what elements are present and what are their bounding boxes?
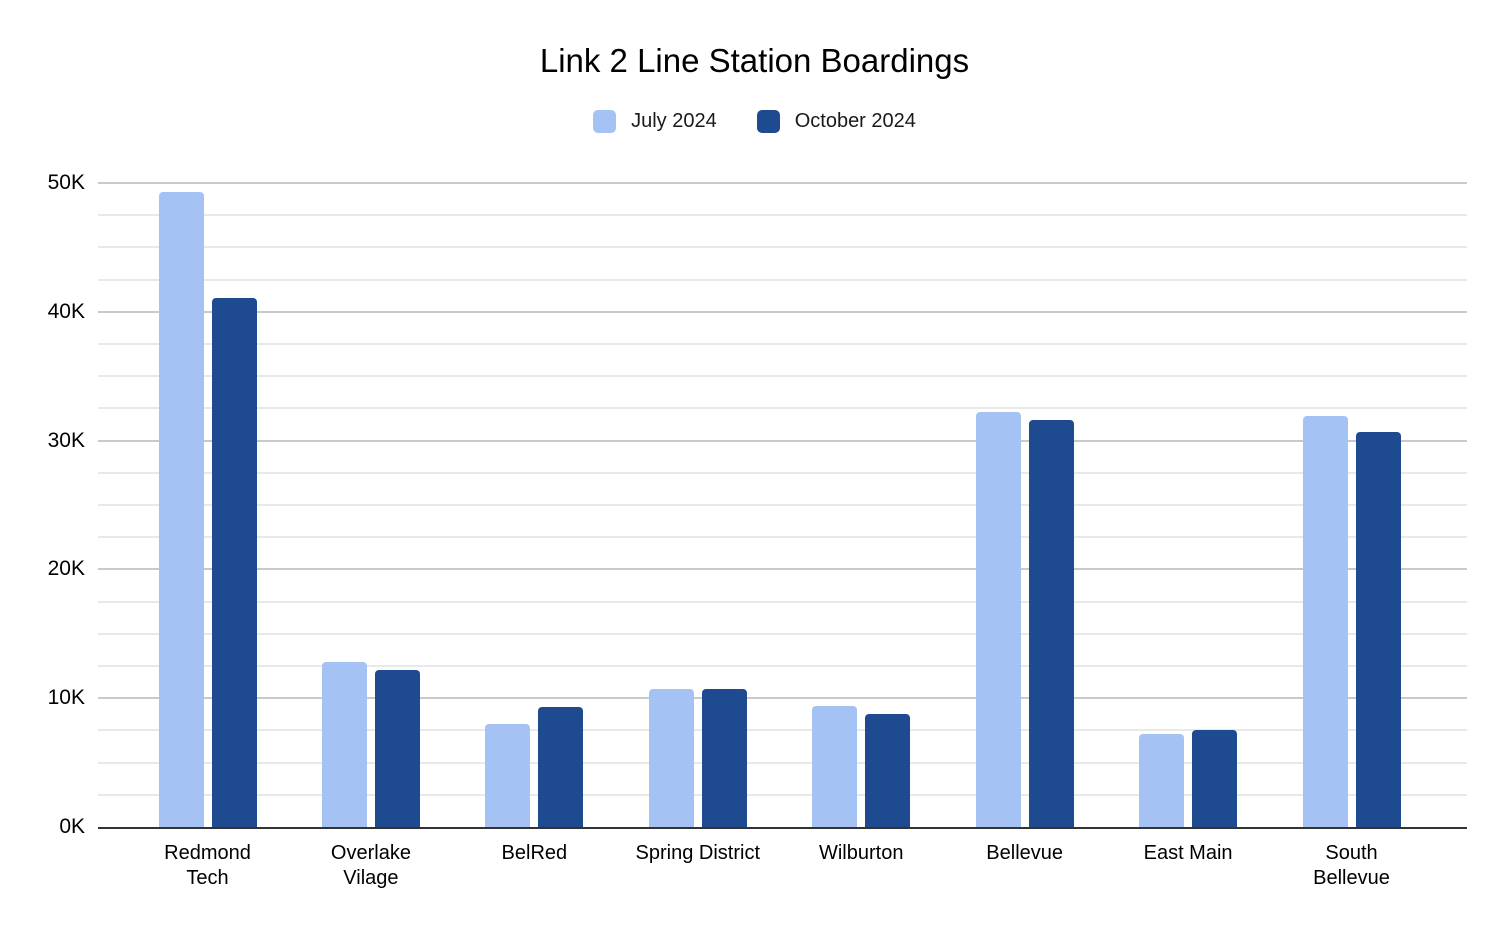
legend-item-october-2024: October 2024 <box>756 110 916 133</box>
legend-item-july-2024: July 2024 <box>593 110 717 133</box>
gridline-major-10k <box>98 697 1467 700</box>
bar-july-2024-belred <box>485 723 531 827</box>
bar-october-2024-belred <box>538 707 584 827</box>
bar-group-wilburton <box>812 705 911 827</box>
gridline-minor <box>98 793 1467 796</box>
gridline-minor <box>98 375 1467 378</box>
gridline-minor <box>98 407 1467 410</box>
gridline-minor <box>98 632 1467 635</box>
gridline-major-40k <box>98 310 1467 313</box>
bar-group-overlake-vilage <box>321 662 420 827</box>
x-label-redmond-tech: Redmond Tech <box>164 842 251 889</box>
gridline-minor <box>98 600 1467 603</box>
x-axis-baseline <box>98 827 1467 829</box>
gridline-minor <box>98 536 1467 539</box>
x-label-wilburton: Wilburton <box>818 842 904 864</box>
bar-july-2024-south-bellevue <box>1302 416 1348 827</box>
gridline-minor <box>98 504 1467 506</box>
bar-october-2024-south-bellevue <box>1355 431 1401 827</box>
gridline-minor <box>98 471 1467 474</box>
bar-october-2024-wilburton <box>865 713 911 827</box>
bar-group-belred <box>485 707 584 827</box>
legend-label: July 2024 <box>631 110 717 132</box>
gridline-minor <box>98 665 1467 667</box>
bar-october-2024-overlake-vilage <box>374 669 420 827</box>
x-label-spring-district: Spring District <box>635 842 761 864</box>
x-label-overlake-vilage: Overlake Vilage <box>330 842 411 889</box>
bar-group-spring-district <box>648 688 747 827</box>
x-label-south-bellevue: South Bellevue <box>1313 842 1390 889</box>
bar-group-bellevue <box>975 412 1074 827</box>
y-tick-20k: 20K <box>47 557 85 581</box>
bar-july-2024-east-main <box>1139 734 1185 827</box>
legend-label: October 2024 <box>794 110 916 132</box>
y-tick-30k: 30K <box>47 428 85 452</box>
x-label-east-main: East Main <box>1143 842 1233 864</box>
y-tick-40k: 40K <box>47 299 85 323</box>
x-label-bellevue: Bellevue <box>986 842 1063 864</box>
gridline-major-50k <box>98 182 1467 184</box>
gridline-minor <box>98 343 1467 345</box>
plot-area: 0K 10K 20K 30K 40K 50K <box>48 171 1467 838</box>
bar-july-2024-redmond-tech <box>158 192 204 827</box>
bar-october-2024-redmond-tech <box>211 297 257 827</box>
bar-october-2024-east-main <box>1192 730 1238 827</box>
gridline-major-30k <box>98 439 1467 442</box>
y-tick-50k: 50K <box>47 171 85 194</box>
gridline-minor <box>98 729 1467 732</box>
bar-group-east-main <box>1139 730 1238 827</box>
gridline-major-20k <box>98 568 1467 571</box>
bar-group-south-bellevue <box>1302 416 1401 827</box>
bar-october-2024-spring-district <box>701 688 747 827</box>
gridline-minor <box>98 761 1467 764</box>
y-tick-10k: 10K <box>47 686 85 710</box>
legend-swatch-october-2024 <box>756 110 780 133</box>
gridline-minor <box>98 278 1467 281</box>
bar-july-2024-overlake-vilage <box>321 662 367 827</box>
bar-group-redmond-tech <box>158 192 257 827</box>
bar-july-2024-spring-district <box>648 689 694 827</box>
chart-title: Link 2 Line Station Boardings <box>539 42 970 79</box>
gridline-minor <box>98 214 1467 217</box>
legend-swatch-july-2024 <box>593 110 617 133</box>
gridline-minor <box>98 246 1467 249</box>
y-tick-0k: 0K <box>59 815 85 838</box>
bar-july-2024-bellevue <box>975 412 1021 827</box>
bar-october-2024-bellevue <box>1028 420 1074 827</box>
bar-july-2024-wilburton <box>812 705 858 827</box>
x-label-belred: BelRed <box>501 842 568 864</box>
legend: July 2024 October 2024 <box>0 110 1509 133</box>
